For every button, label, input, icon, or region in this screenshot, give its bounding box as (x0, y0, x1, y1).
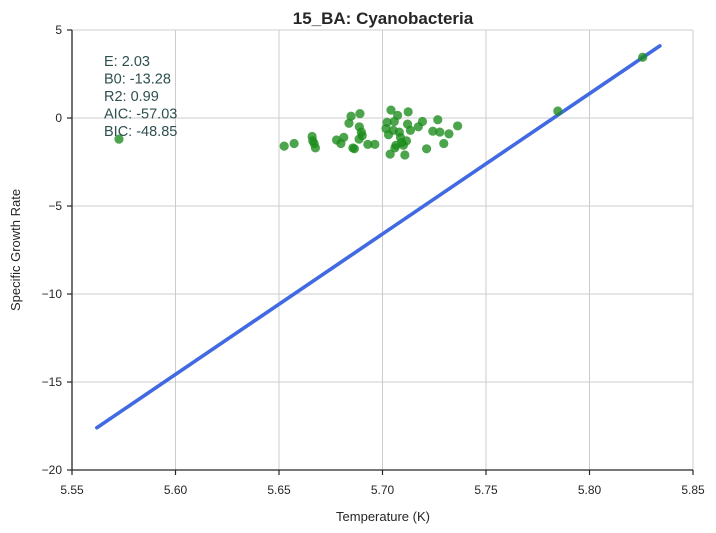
scatter-point (553, 106, 563, 116)
x-tick-label: 5.75 (474, 483, 498, 497)
x-tick-label: 5.85 (681, 483, 705, 497)
scatter-point (346, 111, 356, 121)
y-tick-label: −10 (42, 287, 63, 301)
scatter-point (433, 115, 443, 125)
x-axis-ticks: 5.55 5.60 5.65 5.70 5.75 5.80 5.85 (60, 470, 705, 497)
y-axis-label: Specific Growth Rate (8, 189, 23, 311)
scatter-point (439, 138, 449, 149)
y-axis-ticks: 5 0 −5 −10 −15 −20 (42, 23, 72, 477)
scatter-point (453, 121, 463, 131)
x-tick-label: 5.65 (267, 483, 291, 497)
data-series (95, 44, 662, 430)
y-tick-label: 5 (55, 23, 62, 37)
scatter-point (417, 116, 428, 127)
scatter-point (444, 129, 454, 139)
stats-line: R2: 0.99 (104, 89, 159, 105)
scatter-point (405, 125, 416, 135)
scatter-point (393, 110, 403, 120)
stats-line: BIC: -48.85 (104, 124, 177, 140)
y-tick-label: 0 (55, 111, 62, 125)
scatter-point (114, 134, 124, 144)
scatter-point (403, 107, 413, 117)
grid (71, 29, 694, 471)
x-tick-label: 5.55 (60, 483, 84, 497)
scatter-point (310, 143, 321, 153)
scatter-point (363, 139, 373, 149)
scatter-point (370, 139, 380, 149)
stats-line: E: 2.03 (104, 54, 150, 70)
y-tick-label: −5 (48, 199, 62, 213)
scatter-point (428, 126, 438, 136)
scatter-point (339, 132, 349, 142)
stats-line: B0: -13.28 (104, 72, 171, 88)
scatter-point (289, 138, 299, 149)
scatter-point (435, 127, 445, 137)
scatter-point (401, 136, 412, 146)
y-tick-label: −20 (42, 463, 63, 477)
x-axis-label: Temperature (K) (336, 509, 430, 524)
x-tick-label: 5.70 (371, 483, 395, 497)
scatter-point (400, 150, 410, 160)
scatter-point (344, 118, 354, 128)
x-tick-label: 5.80 (578, 483, 602, 497)
scatter-point (357, 131, 367, 141)
chart-title: 15_BA: Cyanobacteria (293, 9, 474, 28)
fit-line (95, 44, 662, 430)
scatter-point (386, 105, 396, 115)
stats-line: AIC: -57.03 (104, 107, 177, 123)
scatter-point (279, 141, 289, 151)
x-tick-label: 5.60 (164, 483, 188, 497)
scatter-point (421, 144, 432, 154)
scatter-point (638, 52, 648, 62)
scatter-point (349, 144, 359, 154)
scatter-point (355, 109, 365, 119)
y-tick-label: −15 (42, 375, 63, 389)
scatter-point (382, 117, 392, 127)
